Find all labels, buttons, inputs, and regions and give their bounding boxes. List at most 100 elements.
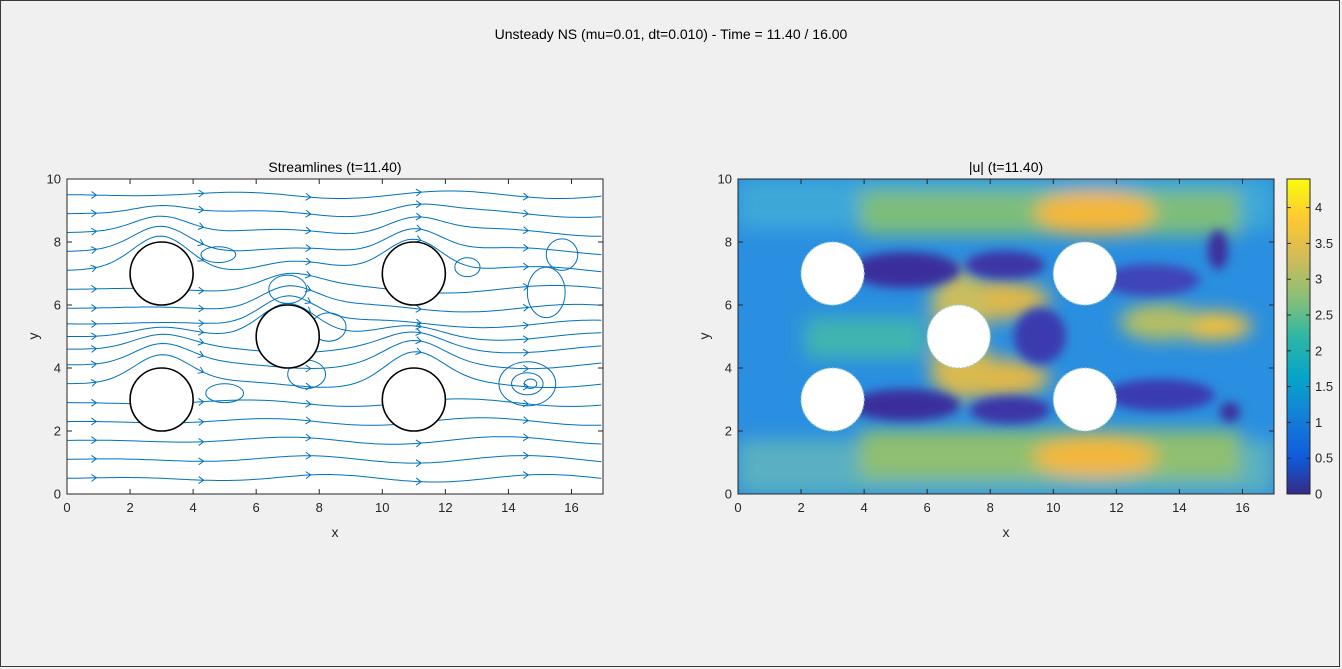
recirculation-loop [200, 246, 237, 263]
streamline-arrow [198, 418, 205, 426]
recirculation-loop [545, 238, 579, 271]
streamline-arrow [305, 416, 312, 425]
streamline-arrow [415, 304, 422, 313]
streamline-ytick-label: 0 [54, 487, 61, 502]
streamline-y-ticks: 0 2 4 6 8 10 [47, 172, 603, 502]
velocity-obstacles [800, 241, 1117, 432]
streamline-arrow [522, 226, 530, 235]
streamline-arrow [197, 222, 205, 230]
streamline-arrow [90, 378, 98, 387]
streamline-arrow [522, 416, 530, 425]
streamline-arrow [90, 246, 98, 254]
streamline-arrow [415, 318, 422, 327]
streamline [67, 436, 602, 445]
streamline-ytick-label: 4 [54, 361, 61, 376]
streamline-arrow [305, 257, 312, 266]
streamline-arrow [522, 209, 530, 218]
streamline-arrow [415, 224, 422, 233]
velocity-xlabel: x [1003, 524, 1010, 540]
streamline-arrow [198, 189, 205, 198]
streamline-arrow [415, 328, 422, 336]
streamline-arrow [90, 264, 98, 273]
streamline-arrow [304, 297, 312, 304]
cylinder-obstacle [255, 304, 321, 369]
streamline-arrow [198, 304, 205, 313]
streamline-x-ticks: 0 2 4 6 8 10 12 14 16 [63, 179, 579, 515]
streamline-arrow [91, 455, 98, 463]
velocity-xtick-label: 8 [987, 500, 994, 515]
velocity-x-ticks: 0 2 4 6 8 10 12 14 16 [734, 179, 1250, 515]
colorbar-tick-label: 0 [1315, 487, 1322, 502]
streamline-title: Streamlines (t=11.40) [268, 159, 401, 175]
colorbar-tick-label: 3 [1315, 272, 1322, 287]
streamline-ylabel: y [25, 333, 41, 340]
cylinder-obstacle [1052, 367, 1117, 432]
streamline-arrow [522, 303, 530, 312]
streamline-arrow [198, 286, 205, 295]
colorbar-tick-label: 1 [1315, 415, 1322, 430]
recirculation-loop [268, 274, 308, 304]
streamline-arrow [415, 188, 422, 197]
streamline-arrow [305, 471, 312, 479]
recirculation-loop [511, 372, 544, 396]
streamline-arrow [305, 226, 312, 235]
streamline-arrow [197, 327, 205, 336]
streamline-arrow [522, 348, 530, 357]
streamline-xtick-label: 4 [190, 500, 197, 515]
figure-title: Unsteady NS (mu=0.01, dt=0.010) - Time =… [494, 26, 848, 42]
streamline-ytick-label: 8 [54, 235, 61, 250]
streamline-arrow [522, 262, 530, 271]
streamline-arrow [90, 344, 98, 353]
streamline-arrow [522, 321, 530, 330]
streamline-arrow [305, 399, 312, 408]
velocity-heatmap [738, 179, 1274, 494]
streamline-ytick-label: 6 [54, 298, 61, 313]
streamline-arrow [91, 320, 98, 328]
streamline-arrow [198, 398, 205, 406]
streamline-arrow [91, 285, 98, 293]
streamline-arrow [197, 350, 205, 359]
recirculation-loop [205, 383, 245, 404]
streamline [67, 190, 602, 199]
recirculation-loop [454, 257, 481, 278]
colorbar-tick-label: 1.5 [1315, 379, 1333, 394]
cylinder-obstacle [381, 241, 447, 306]
streamline-arrow [305, 451, 312, 460]
streamline-xtick-label: 0 [63, 500, 70, 515]
streamline-xtick-label: 8 [316, 500, 323, 515]
streamline [67, 474, 602, 483]
streamline-arrow [91, 436, 98, 445]
streamline-arrow [305, 192, 312, 201]
cylinder-obstacle [129, 367, 194, 432]
streamline-xtick-label: 14 [501, 500, 515, 515]
streamline-xtick-label: 2 [126, 500, 133, 515]
streamline-arrow [522, 192, 530, 201]
streamline-xlabel: x [332, 524, 339, 540]
streamline [67, 203, 602, 218]
velocity-xtick-label: 4 [861, 500, 868, 515]
cylinder-obstacle [800, 241, 865, 306]
cylinder-obstacle [800, 367, 865, 432]
velocity-y-ticks: 0 2 4 6 8 10 [718, 172, 1274, 502]
velocity-xtick-label: 10 [1046, 500, 1060, 515]
streamline-arrow [522, 382, 530, 391]
streamline-arrow [90, 227, 98, 236]
velocity-title: |u| (t=11.40) [969, 159, 1043, 175]
streamline-arrow [522, 335, 530, 344]
streamline-arrow [522, 433, 530, 442]
streamline-arrow [198, 319, 205, 328]
streamline-arrow [198, 205, 205, 214]
velocity-xtick-label: 14 [1172, 500, 1186, 515]
streamline-arrow [305, 209, 312, 218]
streamline-arrow [415, 347, 422, 356]
streamline-arrow [91, 304, 98, 312]
streamline-arrow [522, 471, 530, 479]
streamline [67, 302, 602, 341]
streamline-arrow [305, 244, 312, 252]
streamline-arrow [90, 332, 98, 341]
streamline-axes-box [66, 178, 604, 495]
colorbar-tick-label: 3.5 [1315, 236, 1333, 251]
streamline-arrow [91, 191, 98, 199]
